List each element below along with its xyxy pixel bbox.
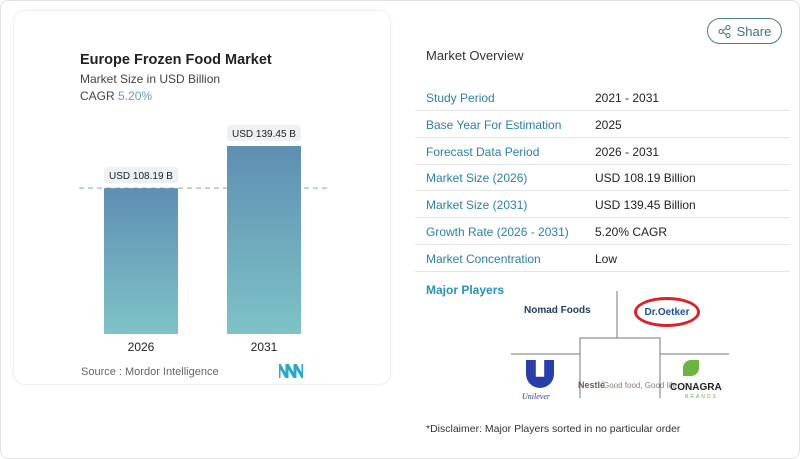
conagra-logo: CONAGRA bbox=[670, 382, 722, 393]
overview-row: Base Year For Estimation 2025 bbox=[415, 111, 790, 138]
share-label: Share bbox=[736, 23, 772, 39]
mordor-logo bbox=[279, 364, 303, 378]
nestle-tagline: Good food, Good life bbox=[603, 381, 677, 390]
nestle-logo: Nestlé bbox=[578, 380, 606, 390]
cagr: CAGR 5.20% bbox=[80, 89, 152, 103]
conagra-brands: BRANDS bbox=[685, 394, 718, 400]
x-tick-label: 2026 bbox=[128, 340, 155, 354]
row-label: Base Year For Estimation bbox=[426, 117, 562, 132]
row-value: 2025 bbox=[595, 117, 622, 132]
row-value: 2021 - 2031 bbox=[595, 91, 660, 105]
overview-row: Market Size (2026) USD 108.19 Billion bbox=[415, 164, 790, 192]
row-label: Market Concentration bbox=[426, 251, 541, 266]
bar-2026 bbox=[104, 188, 178, 334]
data-label: USD 108.19 B bbox=[109, 171, 173, 182]
source: Source : Mordor Intelligence bbox=[81, 366, 219, 378]
bar-2031 bbox=[227, 146, 301, 334]
cagr-label: CAGR bbox=[80, 89, 115, 103]
row-value: USD 139.45 Billion bbox=[595, 198, 696, 213]
cagr-value: 5.20% bbox=[118, 89, 153, 103]
x-tick-label: 2031 bbox=[251, 340, 278, 354]
data-label-bg bbox=[104, 167, 178, 184]
row-label: Market Size (2026) bbox=[426, 171, 528, 186]
row-value: USD 108.19 Billion bbox=[595, 171, 696, 186]
row-value: 2026 - 2031 bbox=[595, 144, 660, 159]
major-players-title: Major Players bbox=[426, 283, 505, 297]
disclaimer: *Disclaimer: Major Players sorted in no … bbox=[426, 423, 681, 435]
overview-row: Market Concentration Low bbox=[415, 245, 790, 272]
players-grid bbox=[511, 291, 729, 398]
row-label: Market Size (2031) bbox=[426, 198, 528, 213]
chart-title: Europe Frozen Food Market bbox=[80, 52, 272, 68]
row-value: 5.20% CAGR bbox=[595, 225, 668, 239]
row-value: Low bbox=[595, 251, 618, 266]
nomad-foods-logo: Nomad Foods bbox=[524, 305, 591, 316]
row-label: Growth Rate (2026 - 2031) bbox=[426, 225, 569, 239]
overview-title: Market Overview bbox=[426, 48, 524, 63]
chart-card bbox=[13, 10, 391, 385]
overview-row: Market Size (2031) USD 139.45 Billion bbox=[415, 191, 790, 219]
share-button[interactable]: Share bbox=[707, 18, 782, 44]
row-label: Forecast Data Period bbox=[426, 144, 540, 159]
dr-oetker-logo: Dr.Oetker bbox=[634, 297, 700, 327]
overview-row: Forecast Data Period 2026 - 2031 bbox=[415, 138, 790, 165]
bar-chart: USD 108.19 B 2026 USD 139.45 B 2031 bbox=[79, 125, 327, 354]
chart-subtitle: Market Size in USD Billion bbox=[80, 72, 221, 86]
conagra-leaf-icon bbox=[683, 360, 699, 376]
overview-row: Study Period 2021 - 2031 bbox=[415, 84, 790, 111]
share-icon bbox=[718, 24, 731, 38]
data-label-bg bbox=[227, 125, 301, 141]
overview-row: Growth Rate (2026 - 2031) 5.20% CAGR bbox=[415, 218, 790, 245]
row-label: Study Period bbox=[426, 91, 495, 105]
data-label: USD 139.45 B bbox=[232, 129, 296, 140]
unilever-logo: Unilever bbox=[522, 392, 550, 401]
